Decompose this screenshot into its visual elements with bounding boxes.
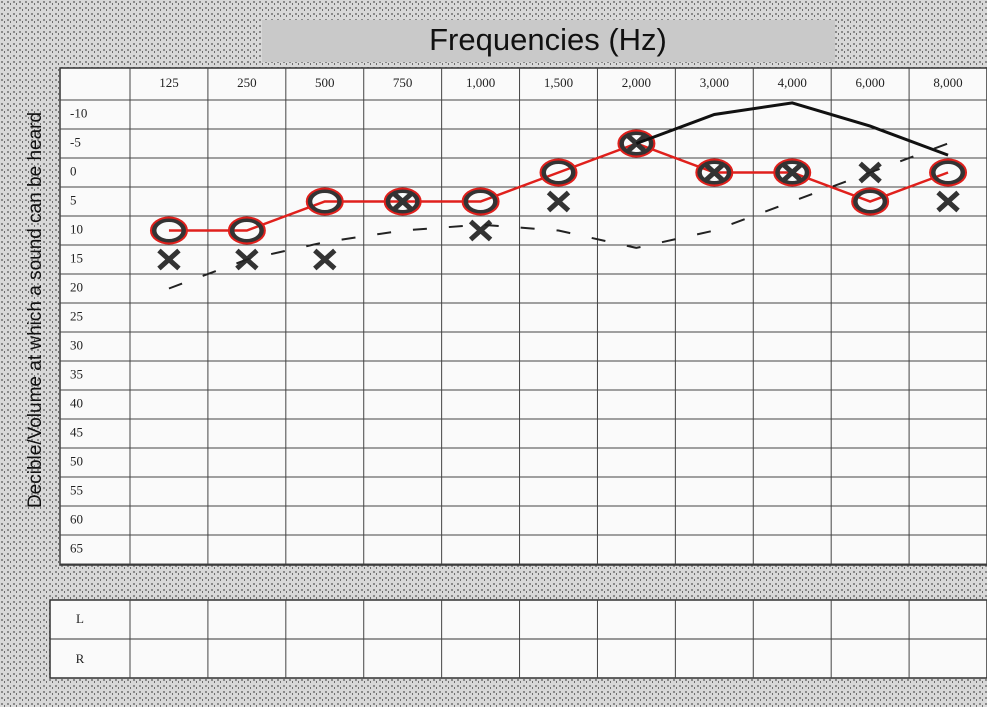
- x-tick-label: 250: [237, 75, 257, 90]
- y-tick-label: 45: [70, 424, 83, 439]
- y-axis-label: Decible/Volume at which a sound can be h…: [25, 112, 46, 508]
- record-row-label: R: [76, 651, 85, 666]
- y-tick-label: 35: [70, 366, 83, 381]
- y-tick-label: 25: [70, 308, 83, 323]
- y-tick-label: 0: [70, 163, 77, 178]
- x-tick-label: 6,000: [856, 75, 885, 90]
- x-tick-label: 4,000: [778, 75, 807, 90]
- x-tick-label: 3,000: [700, 75, 729, 90]
- y-tick-label: 15: [70, 250, 83, 265]
- y-tick-label: 60: [70, 511, 83, 526]
- y-tick-label: 65: [70, 540, 83, 555]
- x-tick-label: 1,500: [544, 75, 573, 90]
- record-row-label: L: [76, 611, 84, 626]
- audiogram: Frequencies (Hz) L R Decible/Volume at w…: [0, 0, 987, 707]
- y-tick-label: -5: [70, 134, 81, 149]
- plot-area: [60, 68, 987, 565]
- x-tick-label: 1,000: [466, 75, 495, 90]
- y-tick-label: 50: [70, 453, 83, 468]
- y-tick-label: 40: [70, 395, 83, 410]
- y-tick-label: 5: [70, 192, 77, 207]
- y-tick-label: 10: [70, 221, 83, 236]
- x-tick-label: 125: [159, 75, 179, 90]
- y-tick-label: 30: [70, 337, 83, 352]
- y-tick-label: 20: [70, 279, 83, 294]
- x-tick-label: 500: [315, 75, 335, 90]
- x-tick-label: 2,000: [622, 75, 651, 90]
- y-tick-label: -10: [70, 105, 87, 120]
- x-tick-label: 8,000: [933, 75, 962, 90]
- x-tick-label: 750: [393, 75, 413, 90]
- y-tick-label: 55: [70, 482, 83, 497]
- chart-title: Frequencies (Hz): [429, 22, 667, 57]
